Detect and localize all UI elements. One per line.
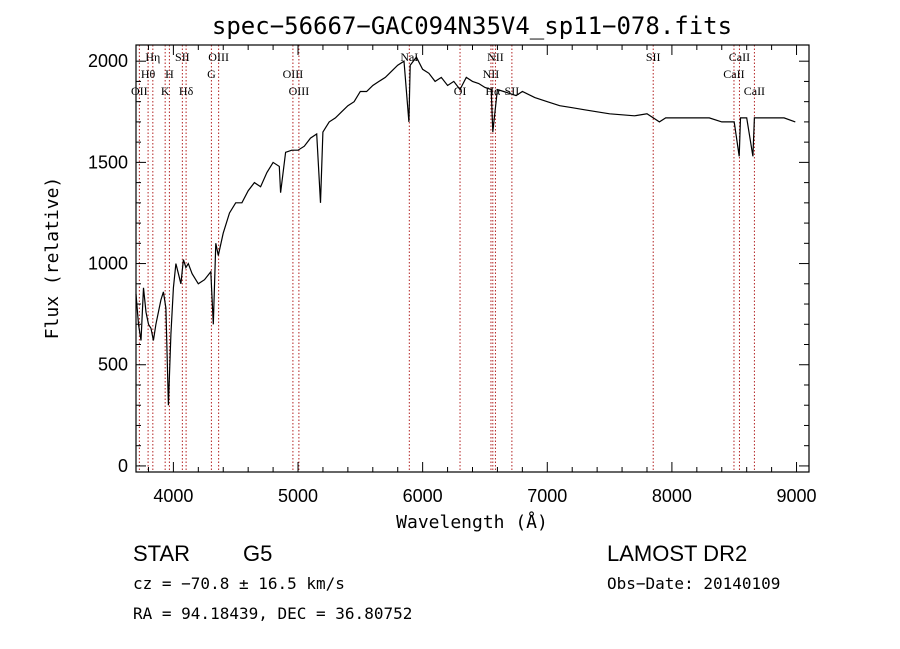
x-tick-label: 8000 [652, 486, 692, 506]
y-tick-label: 0 [118, 456, 128, 476]
x-tick-label: 6000 [403, 486, 443, 506]
x-tick-label: 5000 [278, 486, 318, 506]
line-label-17: SII [646, 50, 661, 64]
line-label-15: Hα [485, 84, 501, 98]
line-label-1: Hθ [141, 67, 156, 81]
y-axis-ticks: 0 500 1000 1500 2000 [88, 51, 809, 476]
line-label-2: OII [131, 84, 148, 98]
line-label-10: OIII [289, 84, 310, 98]
line-label-18: CaII [729, 50, 750, 64]
y-axis-label: Flux (relative) [42, 177, 63, 340]
survey-name: LAMOST DR2 [607, 541, 748, 566]
x-tick-label: 4000 [153, 486, 193, 506]
chart-title: spec−56667−GAC094N35V4_sp11−078.fits [212, 12, 732, 40]
x-tick-label: 9000 [777, 486, 817, 506]
x-axis-label: Wavelength (Å) [396, 511, 548, 533]
plot-frame [135, 44, 810, 473]
line-label-3: SII [175, 50, 190, 64]
line-label-6: Hδ [179, 84, 194, 98]
line-label-20: CaII [744, 84, 765, 98]
spectrum-series [135, 55, 796, 406]
observation-date: Obs−Date: 20140109 [607, 574, 781, 593]
line-label-19: CaII [723, 67, 744, 81]
redshift-readout: cz = −70.8 ± 16.5 km/s [133, 574, 345, 593]
y-tick-label: 1500 [88, 152, 128, 172]
y-tick-label: 1000 [88, 254, 128, 274]
object-type: STAR [133, 541, 191, 566]
spectrum-chart: spec−56667−GAC094N35V4_sp11−078.fits Hη H… [42, 12, 817, 533]
spectral-subclass: G5 [243, 541, 273, 566]
line-label-4: H [165, 67, 174, 81]
x-axis-ticks: 4000 5000 6000 7000 8000 9000 [147, 45, 817, 506]
line-label-16: SII [505, 84, 520, 98]
line-label-8: G [207, 67, 216, 81]
spectral-line-markers [138, 45, 755, 472]
coordinates-readout: RA = 94.18439, DEC = 36.80752 [133, 604, 413, 623]
y-tick-label: 2000 [88, 51, 128, 71]
line-label-5: K [161, 84, 170, 98]
y-tick-label: 500 [98, 355, 128, 375]
line-label-0: Hη [145, 50, 160, 64]
line-label-14: NII [483, 67, 500, 81]
x-tick-label: 7000 [527, 486, 567, 506]
line-label-9: OIII [283, 67, 304, 81]
line-label-12: NII [487, 50, 504, 64]
line-label-13: OI [454, 84, 467, 98]
line-label-7: OIII [208, 50, 229, 64]
